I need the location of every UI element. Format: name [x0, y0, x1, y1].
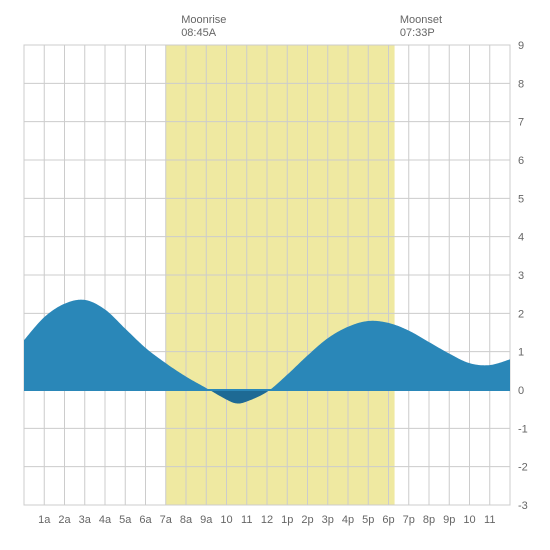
y-tick-label: 9 [518, 40, 524, 52]
x-tick-label: 5p [362, 514, 374, 526]
y-tick-label: -3 [518, 500, 528, 512]
moonrise-time: 08:45A [181, 27, 226, 40]
x-tick-label: 7p [403, 514, 415, 526]
x-tick-label: 8p [423, 514, 435, 526]
x-tick-label: 7a [160, 514, 173, 526]
x-tick-label: 4p [342, 514, 354, 526]
y-tick-label: 3 [518, 270, 524, 282]
x-tick-label: 12 [261, 514, 273, 526]
y-tick-label: -2 [518, 462, 528, 474]
moonset-time: 07:33P [400, 27, 442, 40]
moonrise-annotation: Moonrise 08:45A [181, 14, 226, 40]
y-tick-label: -1 [518, 423, 528, 435]
y-tick-label: 0 [518, 385, 524, 397]
y-tick-label: 1 [518, 347, 524, 359]
y-tick-label: 4 [518, 232, 524, 244]
y-tick-label: 8 [518, 78, 524, 90]
y-tick-label: 5 [518, 193, 524, 205]
tide-chart: -3-2-101234567891a2a3a4a5a6a7a8a9a101112… [10, 10, 540, 540]
y-tick-label: 2 [518, 308, 524, 320]
x-tick-label: 5a [119, 514, 132, 526]
x-tick-label: 2p [301, 514, 313, 526]
x-tick-label: 4a [99, 514, 112, 526]
chart-svg: -3-2-101234567891a2a3a4a5a6a7a8a9a101112… [10, 10, 540, 540]
x-tick-label: 2a [58, 514, 71, 526]
moonrise-title: Moonrise [181, 14, 226, 27]
x-tick-label: 8a [180, 514, 193, 526]
moonset-annotation: Moonset 07:33P [400, 14, 442, 40]
x-tick-label: 1p [281, 514, 293, 526]
x-tick-label: 9p [443, 514, 455, 526]
x-tick-label: 10 [463, 514, 475, 526]
x-tick-label: 1a [38, 514, 51, 526]
x-tick-label: 11 [484, 514, 495, 526]
x-tick-label: 11 [241, 514, 252, 526]
moonset-title: Moonset [400, 14, 442, 27]
y-tick-label: 7 [518, 117, 524, 129]
x-tick-label: 3a [79, 514, 92, 526]
x-tick-label: 10 [220, 514, 232, 526]
y-tick-label: 6 [518, 155, 524, 167]
x-tick-label: 9a [200, 514, 213, 526]
x-tick-label: 6p [382, 514, 394, 526]
x-tick-label: 6a [139, 514, 152, 526]
x-tick-label: 3p [322, 514, 334, 526]
